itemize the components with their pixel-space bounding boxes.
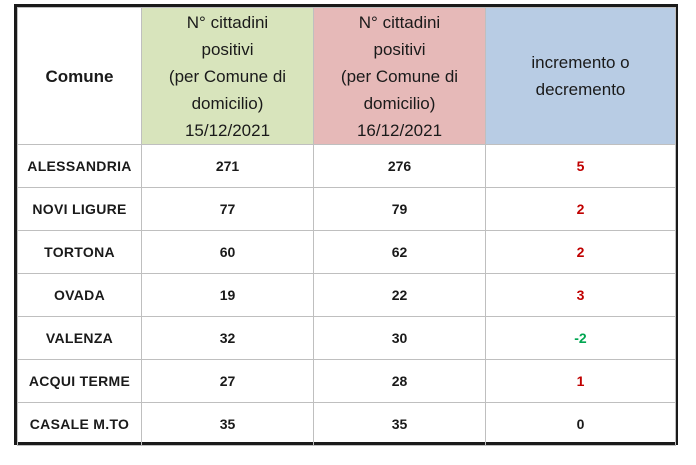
header-day1-date: 15/12/2021 — [184, 120, 271, 140]
delta-cell: 2 — [485, 230, 676, 274]
day1-cell: 32 — [141, 316, 314, 360]
table-row: VALENZA 32 30 -2 — [17, 316, 676, 360]
header-delta-line: incremento o — [531, 53, 630, 72]
delta-cell: -2 — [485, 316, 676, 360]
header-day1: N° cittadini positivi (per Comune di dom… — [141, 7, 314, 145]
table-row: NOVI LIGURE 77 79 2 — [17, 187, 676, 231]
day1-cell: 77 — [141, 187, 314, 231]
comune-cell: CASALE M.TO — [17, 402, 142, 446]
delta-cell: 0 — [485, 402, 676, 446]
day2-cell: 22 — [313, 273, 486, 317]
table-row: CASALE M.TO 35 35 0 — [17, 402, 676, 446]
delta-cell: 5 — [485, 144, 676, 188]
day2-cell: 276 — [313, 144, 486, 188]
header-day2-line: domicilio) — [363, 93, 436, 113]
comune-cell: ACQUI TERME — [17, 359, 142, 403]
table-frame: Comune N° cittadini positivi (per Comune… — [14, 4, 678, 446]
comune-cell: ALESSANDRIA — [17, 144, 142, 188]
header-day1-line: domicilio) — [191, 93, 264, 113]
header-day2-line: (per Comune di — [340, 66, 459, 86]
header-day1-line: (per Comune di — [168, 66, 287, 86]
header-day2: N° cittadini positivi (per Comune di dom… — [313, 7, 486, 145]
comune-cell: OVADA — [17, 273, 142, 317]
table-row: ALESSANDRIA 271 276 5 — [17, 144, 676, 188]
comune-cell: VALENZA — [17, 316, 142, 360]
day2-cell: 28 — [313, 359, 486, 403]
table-row: TORTONA 60 62 2 — [17, 230, 676, 274]
delta-cell: 2 — [485, 187, 676, 231]
day2-cell: 35 — [313, 402, 486, 446]
comune-cell: NOVI LIGURE — [17, 187, 142, 231]
day2-cell: 79 — [313, 187, 486, 231]
day1-cell: 19 — [141, 273, 314, 317]
day1-cell: 60 — [141, 230, 314, 274]
table-row: ACQUI TERME 27 28 1 — [17, 359, 676, 403]
header-day2-line: positivi — [373, 39, 426, 59]
header-comune: Comune — [17, 7, 142, 145]
header-day2-line: N° cittadini — [358, 12, 441, 32]
header-day1-line: N° cittadini — [186, 12, 269, 32]
comune-cell: TORTONA — [17, 230, 142, 274]
table-row: OVADA 19 22 3 — [17, 273, 676, 317]
positives-table: Comune N° cittadini positivi (per Comune… — [17, 7, 676, 446]
day1-cell: 27 — [141, 359, 314, 403]
header-delta: incremento o decremento — [485, 7, 676, 145]
day1-cell: 35 — [141, 402, 314, 446]
header-delta-line: decremento — [535, 80, 626, 99]
header-row: Comune N° cittadini positivi (per Comune… — [17, 7, 676, 145]
day2-cell: 30 — [313, 316, 486, 360]
delta-cell: 1 — [485, 359, 676, 403]
header-day1-line: positivi — [201, 39, 254, 59]
delta-cell: 3 — [485, 273, 676, 317]
day1-cell: 271 — [141, 144, 314, 188]
day2-cell: 62 — [313, 230, 486, 274]
header-day2-date: 16/12/2021 — [356, 120, 443, 140]
